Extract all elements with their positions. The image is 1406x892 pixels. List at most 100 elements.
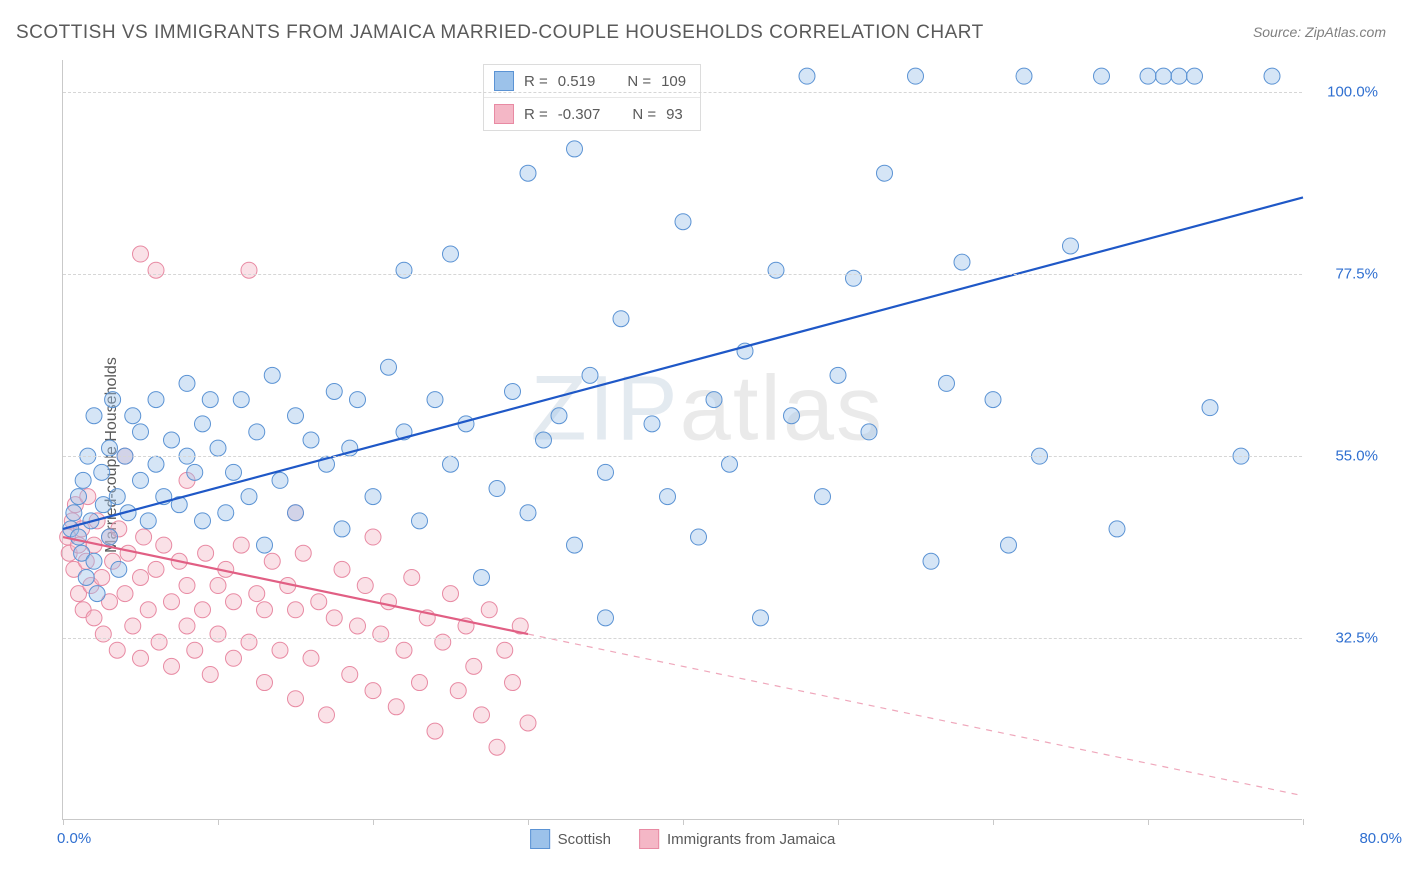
point-jamaica: [427, 723, 443, 739]
point-jamaica: [241, 262, 257, 278]
point-jamaica: [148, 262, 164, 278]
point-scottish: [272, 472, 288, 488]
point-scottish: [1187, 68, 1203, 84]
x-min-label: 0.0%: [57, 830, 91, 847]
series-legend: Scottish Immigrants from Jamaica: [530, 829, 836, 849]
point-jamaica: [319, 707, 335, 723]
x-tick: [528, 819, 529, 825]
point-scottish: [489, 481, 505, 497]
point-jamaica: [450, 683, 466, 699]
r-value-jamaica: -0.307: [558, 106, 601, 123]
point-jamaica: [249, 586, 265, 602]
point-scottish: [249, 424, 265, 440]
x-tick: [63, 819, 64, 825]
point-scottish: [1140, 68, 1156, 84]
point-scottish: [753, 610, 769, 626]
point-jamaica: [151, 634, 167, 650]
point-scottish: [427, 392, 443, 408]
legend-item-jamaica: Immigrants from Jamaica: [639, 829, 835, 849]
point-scottish: [1264, 68, 1280, 84]
chart-area: Married-couple Households ZIPatlas R = 0…: [44, 60, 1388, 850]
point-scottish: [365, 489, 381, 505]
x-max-label: 80.0%: [1312, 830, 1402, 847]
point-scottish: [768, 262, 784, 278]
point-scottish: [210, 440, 226, 456]
point-scottish: [877, 165, 893, 181]
swatch-jamaica: [494, 104, 514, 124]
point-jamaica: [133, 246, 149, 262]
source-label: Source:: [1253, 24, 1305, 40]
point-jamaica: [136, 529, 152, 545]
correlation-legend: R = 0.519 N = 109 R = -0.307 N = 93: [483, 64, 701, 131]
point-jamaica: [497, 642, 513, 658]
point-jamaica: [404, 569, 420, 585]
n-label: N =: [632, 106, 656, 123]
point-scottish: [1063, 238, 1079, 254]
point-scottish: [381, 359, 397, 375]
trendline-jamaica-dashed: [528, 634, 1303, 796]
r-label: R =: [524, 73, 548, 90]
point-jamaica: [257, 602, 273, 618]
point-jamaica: [226, 594, 242, 610]
point-scottish: [396, 262, 412, 278]
trendline-scottish: [63, 197, 1303, 528]
point-scottish: [179, 375, 195, 391]
gridline: [63, 92, 1302, 93]
point-jamaica: [241, 634, 257, 650]
point-jamaica: [272, 642, 288, 658]
plot-area: ZIPatlas R = 0.519 N = 109 R = -0.307: [62, 60, 1302, 820]
point-jamaica: [381, 594, 397, 610]
point-scottish: [1094, 68, 1110, 84]
point-scottish: [140, 513, 156, 529]
chart-title: SCOTTISH VS IMMIGRANTS FROM JAMAICA MARR…: [16, 22, 984, 44]
point-jamaica: [443, 586, 459, 602]
point-jamaica: [226, 650, 242, 666]
point-scottish: [954, 254, 970, 270]
point-jamaica: [373, 626, 389, 642]
point-jamaica: [311, 594, 327, 610]
point-scottish: [443, 246, 459, 262]
point-scottish: [784, 408, 800, 424]
point-scottish: [722, 456, 738, 472]
point-scottish: [105, 392, 121, 408]
point-scottish: [1016, 68, 1032, 84]
point-jamaica: [334, 561, 350, 577]
x-tick: [218, 819, 219, 825]
point-scottish: [303, 432, 319, 448]
point-scottish: [644, 416, 660, 432]
point-jamaica: [86, 610, 102, 626]
point-jamaica: [148, 561, 164, 577]
legend-label-jamaica: Immigrants from Jamaica: [667, 831, 835, 848]
point-scottish: [985, 392, 1001, 408]
r-value-scottish: 0.519: [558, 73, 596, 90]
source-attribution: Source: ZipAtlas.com: [1253, 24, 1386, 40]
point-scottish: [133, 472, 149, 488]
point-scottish: [195, 513, 211, 529]
point-jamaica: [179, 618, 195, 634]
point-scottish: [66, 505, 82, 521]
point-jamaica: [140, 602, 156, 618]
point-scottish: [334, 521, 350, 537]
point-scottish: [195, 416, 211, 432]
point-scottish: [1202, 400, 1218, 416]
x-tick: [1148, 819, 1149, 825]
point-jamaica: [357, 578, 373, 594]
y-tick-label: 32.5%: [1314, 630, 1378, 647]
point-scottish: [613, 311, 629, 327]
point-scottish: [218, 505, 234, 521]
point-jamaica: [288, 602, 304, 618]
x-tick: [683, 819, 684, 825]
point-scottish: [78, 569, 94, 585]
point-scottish: [288, 408, 304, 424]
point-scottish: [71, 489, 87, 505]
point-scottish: [706, 392, 722, 408]
point-jamaica: [288, 691, 304, 707]
point-jamaica: [474, 707, 490, 723]
point-jamaica: [326, 610, 342, 626]
point-scottish: [1156, 68, 1172, 84]
point-scottish: [241, 489, 257, 505]
point-jamaica: [342, 666, 358, 682]
point-jamaica: [187, 642, 203, 658]
legend-label-scottish: Scottish: [558, 831, 611, 848]
x-tick: [838, 819, 839, 825]
